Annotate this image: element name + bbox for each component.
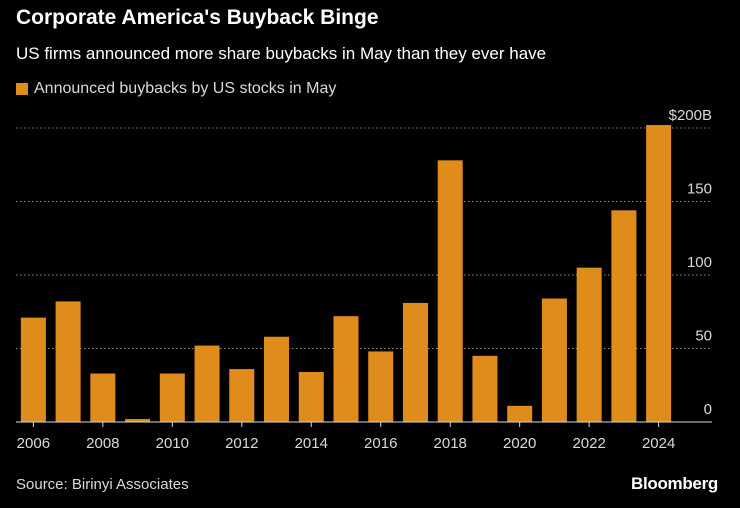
bar-2013 [264, 336, 290, 422]
x-tick-label: 2020 [503, 435, 536, 452]
legend-label: Announced buybacks by US stocks in May [34, 80, 337, 97]
bar-2006 [20, 317, 46, 422]
bar-2024 [646, 125, 672, 422]
legend-swatch [16, 83, 28, 95]
bar-2016 [368, 351, 394, 422]
y-tick-label: 0 [704, 401, 712, 418]
x-tick-label: 2016 [364, 435, 397, 452]
bar-2018 [437, 160, 463, 422]
legend: Announced buybacks by US stocks in May [16, 80, 336, 98]
chart-title: Corporate America's Buyback Binge [16, 6, 379, 29]
x-tick-label: 2024 [642, 435, 675, 452]
bar-2009 [125, 419, 151, 422]
bar-2023 [611, 210, 637, 422]
x-tick-label: 2006 [17, 435, 50, 452]
bar-2019 [472, 355, 498, 422]
bar-2022 [576, 267, 602, 422]
bar-2008 [90, 373, 116, 422]
bloomberg-logo: Bloomberg [630, 474, 718, 493]
bar-2014 [298, 372, 324, 422]
bar-2010 [159, 373, 185, 422]
x-tick-label: 2010 [156, 435, 189, 452]
bar-2020 [507, 405, 533, 422]
y-tick-label: 50 [695, 328, 712, 345]
x-tick-label: 2022 [572, 435, 605, 452]
y-tick-label: $200B [669, 107, 712, 124]
y-tick-label: 100 [687, 254, 712, 271]
bar-2007 [55, 301, 81, 422]
x-tick-label: 2018 [434, 435, 467, 452]
y-tick-label: 150 [687, 181, 712, 198]
bar-2011 [194, 345, 220, 422]
bar-2017 [402, 302, 428, 422]
x-tick-label: 2008 [86, 435, 119, 452]
source-note: Source: Birinyi Associates [16, 476, 189, 493]
x-tick-label: 2012 [225, 435, 258, 452]
chart-subtitle: US firms announced more share buybacks i… [16, 44, 547, 63]
bar-2021 [541, 298, 567, 422]
bar-2012 [229, 369, 255, 422]
bar-2015 [333, 316, 359, 422]
x-tick-label: 2014 [295, 435, 328, 452]
